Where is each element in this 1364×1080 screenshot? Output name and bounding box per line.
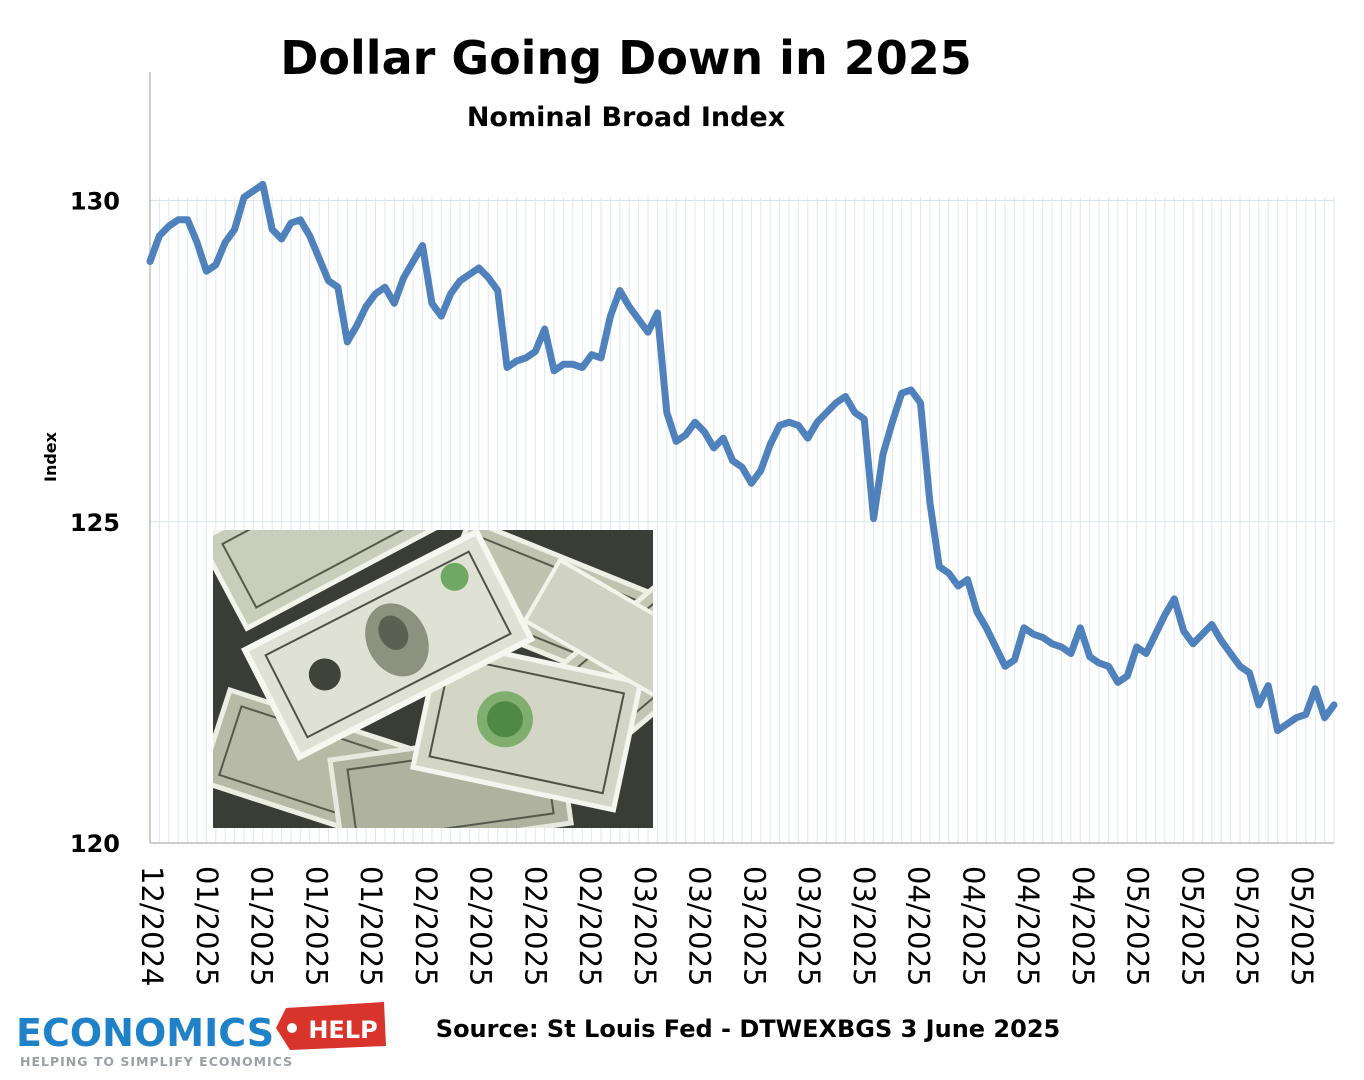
source-text: Source: St Louis Fed - DTWEXBGS 3 June 2…	[436, 1015, 1060, 1043]
x-tick-label: 01/2025	[245, 866, 279, 986]
x-tick-label: 03/2025	[628, 866, 662, 986]
x-tick-label: 02/2025	[409, 866, 443, 986]
x-tick-label: 05/2025	[1230, 866, 1264, 986]
x-tick-label: 04/2025	[902, 866, 936, 986]
horizontal-gridlines	[150, 200, 1334, 844]
x-tick-label: 03/2025	[683, 866, 717, 986]
y-axis-label: Index	[41, 431, 60, 482]
x-tick-label: 01/2025	[190, 866, 224, 986]
x-tick-label: 05/2025	[1285, 866, 1319, 986]
series-layer	[146, 180, 1338, 735]
x-tick-labels: 12/2024 01/2025 01/2025 01/2025 01/2025 02/20…	[135, 866, 1319, 986]
x-tick-label: 01/2025	[354, 866, 388, 986]
series-line	[146, 180, 1338, 735]
x-tick-label: 12/2024	[135, 866, 169, 986]
x-tick-label: 02/2025	[464, 866, 498, 986]
x-tick-label: 01/2025	[299, 866, 333, 986]
y-tick-label: 125	[70, 509, 120, 537]
x-tick-label: 03/2025	[737, 866, 771, 986]
x-tick-label: 05/2025	[1175, 866, 1209, 986]
x-tick-label: 04/2025	[956, 866, 990, 986]
economics-help-logo[interactable]: ECONOMICS HELP HELPING TO SIMPLIFY ECONO…	[16, 1002, 386, 1069]
logo-tag-text: HELP	[308, 1016, 377, 1044]
logo-main-text: ECONOMICS	[16, 1011, 274, 1055]
x-tick-label: 05/2025	[1121, 866, 1155, 986]
dollar-bills-photo-icon	[213, 530, 653, 828]
x-tick-label: 04/2025	[1066, 866, 1100, 986]
x-tick-label: 03/2025	[792, 866, 826, 986]
x-tick-label: 02/2025	[573, 866, 607, 986]
tag-icon	[276, 1002, 386, 1050]
x-tick-label: 04/2025	[1011, 866, 1045, 986]
y-tick-label: 120	[70, 830, 120, 858]
y-tick-labels: 120 125 130	[70, 188, 120, 859]
y-tick-label: 130	[70, 188, 120, 216]
logo-tagline: HELPING TO SIMPLIFY ECONOMICS	[20, 1054, 293, 1069]
x-tick-label: 03/2025	[847, 866, 881, 986]
chart-title: Dollar Going Down in 2025	[280, 31, 971, 85]
chart-subtitle: Nominal Broad Index	[467, 102, 785, 133]
x-tick-label: 02/2025	[518, 866, 552, 986]
